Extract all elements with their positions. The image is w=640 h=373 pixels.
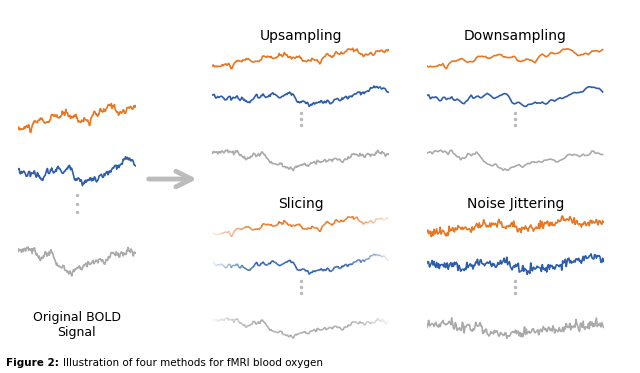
FancyBboxPatch shape: [10, 63, 143, 303]
Text: Downsampling: Downsampling: [464, 29, 566, 43]
FancyBboxPatch shape: [201, 19, 401, 190]
FancyBboxPatch shape: [415, 187, 615, 358]
FancyBboxPatch shape: [201, 187, 401, 358]
Text: Figure 2:: Figure 2:: [6, 358, 60, 368]
Text: Original BOLD
Signal: Original BOLD Signal: [33, 310, 121, 339]
FancyBboxPatch shape: [415, 19, 615, 190]
Text: Upsampling: Upsampling: [260, 29, 342, 43]
Text: Illustration of four methods for fMRI blood oxygen: Illustration of four methods for fMRI bl…: [63, 358, 323, 368]
Text: Noise Jittering: Noise Jittering: [467, 197, 564, 211]
Text: Slicing: Slicing: [278, 197, 324, 211]
